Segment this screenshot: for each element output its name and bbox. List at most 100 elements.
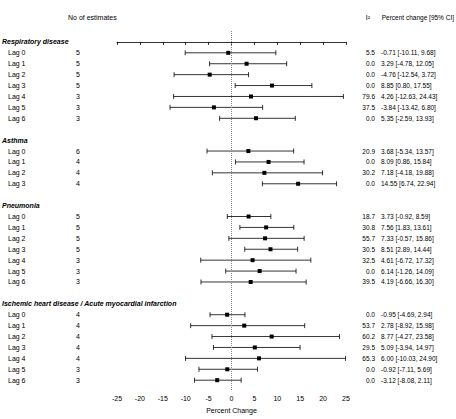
svg-text:25: 25 [342,395,350,402]
svg-text:4.19 [-6.66, 16.30]: 4.19 [-6.66, 16.30] [381,278,434,286]
svg-text:55.7: 55.7 [362,235,375,242]
svg-text:4: 4 [76,333,80,340]
svg-text:4: 4 [76,311,80,318]
svg-text:Lag 1: Lag 1 [8,158,26,166]
svg-text:20: 20 [319,395,327,402]
svg-text:4: 4 [76,169,80,176]
svg-text:Lag 2: Lag 2 [8,169,26,177]
svg-text:6.00 [-10.03, 24.90]: 6.00 [-10.03, 24.90] [381,355,438,363]
svg-text:Lag 2: Lag 2 [8,333,26,341]
svg-text:29.5: 29.5 [362,344,375,351]
svg-text:0.0: 0.0 [366,82,375,89]
svg-text:3.29 [-4.78, 12.05]: 3.29 [-4.78, 12.05] [381,60,434,68]
svg-text:65.3: 65.3 [362,355,375,362]
svg-text:4.26 [-12.63, 24.43]: 4.26 [-12.63, 24.43] [381,93,438,101]
svg-text:Lag 4: Lag 4 [8,257,26,265]
svg-text:No of estimates: No of estimates [68,14,117,21]
svg-text:Lag 3: Lag 3 [8,180,26,188]
svg-text:5.35 [-2.59, 13.93]: 5.35 [-2.59, 13.93] [381,115,434,123]
svg-text:5: 5 [76,213,80,220]
svg-text:7.18 [-4.18, 19.88]: 7.18 [-4.18, 19.88] [381,169,434,177]
svg-text:3: 3 [76,278,80,285]
svg-text:0.0: 0.0 [366,158,375,165]
svg-text:Respiratory disease: Respiratory disease [2,38,69,46]
svg-text:3: 3 [76,366,80,373]
svg-text:Lag 4: Lag 4 [8,93,26,101]
svg-text:Lag 3: Lag 3 [8,246,26,254]
svg-text:79.6: 79.6 [362,93,375,100]
svg-text:4.61 [-6.72, 17.32]: 4.61 [-6.72, 17.32] [381,257,434,265]
svg-text:5: 5 [76,49,80,56]
svg-text:7.33 [-0.57, 15.86]: 7.33 [-0.57, 15.86] [381,235,434,243]
svg-text:30.2: 30.2 [362,169,375,176]
svg-text:-15: -15 [158,395,168,402]
svg-text:3: 3 [76,377,80,384]
svg-text:8.77 [-4.27, 23.58]: 8.77 [-4.27, 23.58] [381,333,434,341]
svg-text:Lag 0: Lag 0 [8,49,26,57]
svg-text:Lag 3: Lag 3 [8,82,26,90]
svg-text:7.56 [1.83, 13.61]: 7.56 [1.83, 13.61] [381,224,432,232]
svg-text:Lag 3: Lag 3 [8,344,26,352]
svg-text:0.0: 0.0 [366,71,375,78]
svg-text:0.0: 0.0 [366,180,375,187]
svg-text:30.5: 30.5 [362,246,375,253]
svg-text:60.2: 60.2 [362,333,375,340]
svg-text:Lag 1: Lag 1 [8,224,26,232]
svg-text:8.51 [2.89, 14.44]: 8.51 [2.89, 14.44] [381,246,432,254]
svg-text:4: 4 [76,158,80,165]
svg-text:-0.95 [-4.69, 2.94]: -0.95 [-4.69, 2.94] [381,311,433,319]
svg-text:-3.84 [-13.42, 6.80]: -3.84 [-13.42, 6.80] [381,104,436,112]
svg-text:3: 3 [76,93,80,100]
svg-text:I²: I² [366,14,371,21]
svg-text:Lag 1: Lag 1 [8,60,26,68]
svg-text:0.0: 0.0 [366,268,375,275]
svg-text:5: 5 [76,224,80,231]
svg-text:4: 4 [76,180,80,187]
svg-text:Percent change [95% CI]: Percent change [95% CI] [382,14,454,22]
svg-text:4: 4 [76,322,80,329]
svg-text:5: 5 [76,246,80,253]
svg-text:0.0: 0.0 [366,311,375,318]
svg-text:Lag 2: Lag 2 [8,235,26,243]
svg-text:5: 5 [76,71,80,78]
svg-text:Lag 5: Lag 5 [8,268,26,276]
svg-text:4: 4 [76,344,80,351]
svg-text:14.55 [6.74, 22.94]: 14.55 [6.74, 22.94] [381,180,435,188]
svg-text:Asthma: Asthma [1,137,28,144]
svg-text:6.14 [-1.26, 14.09]: 6.14 [-1.26, 14.09] [381,268,434,276]
svg-text:37.5: 37.5 [362,104,375,111]
svg-text:-5: -5 [205,395,211,402]
svg-text:53.7: 53.7 [362,322,375,329]
svg-text:8.85 [0.80, 17.55]: 8.85 [0.80, 17.55] [381,82,432,90]
svg-text:32.5: 32.5 [362,257,375,264]
svg-text:-4.76 [-12.54, 3.72]: -4.76 [-12.54, 3.72] [381,71,436,79]
svg-text:Lag 5: Lag 5 [8,366,26,374]
svg-text:Lag 2: Lag 2 [8,71,26,79]
svg-text:Lag 0: Lag 0 [8,311,26,319]
svg-text:3: 3 [76,257,80,264]
svg-text:0.0: 0.0 [366,60,375,67]
svg-text:Percent Change: Percent Change [206,407,257,415]
svg-text:0.0: 0.0 [366,377,375,384]
svg-text:39.5: 39.5 [362,278,375,285]
svg-text:15: 15 [296,395,304,402]
svg-text:8.09 [0.86, 15.84]: 8.09 [0.86, 15.84] [381,158,432,166]
svg-text:18.7: 18.7 [362,213,375,220]
svg-text:4: 4 [76,355,80,362]
svg-text:5: 5 [76,60,80,67]
svg-text:-20: -20 [135,395,145,402]
svg-text:3: 3 [76,115,80,122]
svg-text:3.73 [-0.92, 8.59]: 3.73 [-0.92, 8.59] [381,213,430,221]
svg-text:5.09 [-3.94, 14.97]: 5.09 [-3.94, 14.97] [381,344,434,352]
svg-text:Pneumonia: Pneumonia [2,202,40,209]
svg-text:Lag 5: Lag 5 [8,104,26,112]
svg-text:5: 5 [76,82,80,89]
svg-text:0.0: 0.0 [366,115,375,122]
svg-text:2.78 [-8.92, 15.98]: 2.78 [-8.92, 15.98] [381,322,434,330]
svg-text:Lag 6: Lag 6 [8,377,26,385]
svg-text:3.68 [-5.34, 13.57]: 3.68 [-5.34, 13.57] [381,148,434,156]
svg-text:6: 6 [76,148,80,155]
svg-text:30.8: 30.8 [362,224,375,231]
svg-text:-0.71 [-10.11, 9.68]: -0.71 [-10.11, 9.68] [381,49,436,57]
svg-text:Lag 0: Lag 0 [8,148,26,156]
